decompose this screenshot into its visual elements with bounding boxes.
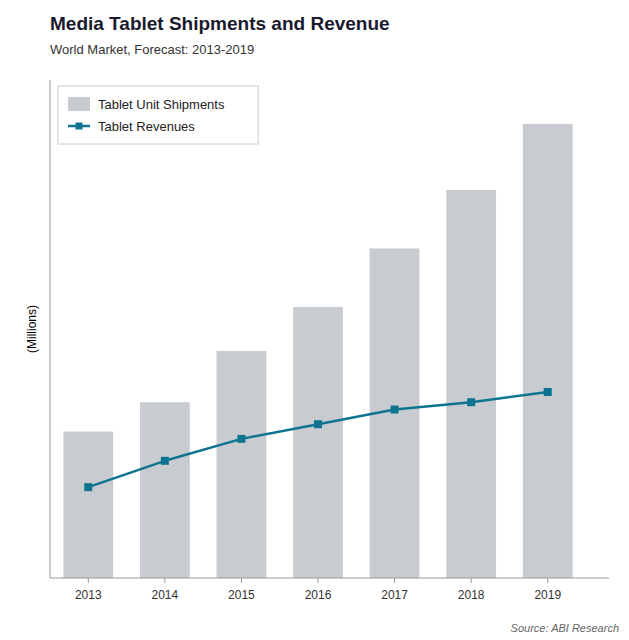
bar — [217, 351, 267, 578]
chart: Media Tablet Shipments and Revenue World … — [0, 0, 629, 640]
x-tick-label: 2016 — [305, 588, 332, 602]
x-tick — [318, 578, 319, 583]
x-tick — [547, 578, 548, 583]
x-tick-label: 2017 — [381, 588, 408, 602]
marker — [84, 483, 92, 491]
legend-box — [58, 86, 258, 144]
legend-swatch — [68, 97, 90, 111]
legend-marker — [76, 123, 83, 130]
legend-label: Tablet Unit Shipments — [98, 97, 225, 112]
marker — [161, 457, 169, 465]
x-tick — [471, 578, 472, 583]
line-series — [84, 388, 551, 491]
legend-label: Tablet Revenues — [98, 119, 195, 134]
x-tick-label: 2014 — [152, 588, 179, 602]
source: Source: ABI Research — [511, 622, 619, 634]
bar — [523, 124, 573, 578]
x-axis-line — [50, 578, 609, 579]
subtitle: World Market, Forecast: 2013-2019 — [50, 42, 254, 57]
bar — [446, 190, 496, 578]
marker — [467, 398, 475, 406]
x-tick-label: 2018 — [458, 588, 485, 602]
marker — [237, 435, 245, 443]
bar — [63, 432, 113, 578]
plot-area — [63, 124, 572, 578]
y-axis-label: (Millions) — [25, 305, 39, 353]
line — [88, 392, 547, 487]
marker — [391, 406, 399, 414]
x-tick — [164, 578, 165, 583]
x-tick-label: 2013 — [75, 588, 102, 602]
x-tick — [394, 578, 395, 583]
y-axis-line — [50, 80, 51, 578]
title: Media Tablet Shipments and Revenue — [50, 13, 390, 34]
x-tick-label: 2015 — [228, 588, 255, 602]
bar — [293, 307, 343, 578]
bar-series — [63, 124, 572, 578]
marker — [314, 420, 322, 428]
bar — [140, 402, 190, 578]
legend: Tablet Unit Shipments Tablet Revenues — [58, 86, 258, 144]
x-tick — [88, 578, 89, 583]
marker — [544, 388, 552, 396]
x-tick-label: 2019 — [534, 588, 561, 602]
x-tick — [241, 578, 242, 583]
